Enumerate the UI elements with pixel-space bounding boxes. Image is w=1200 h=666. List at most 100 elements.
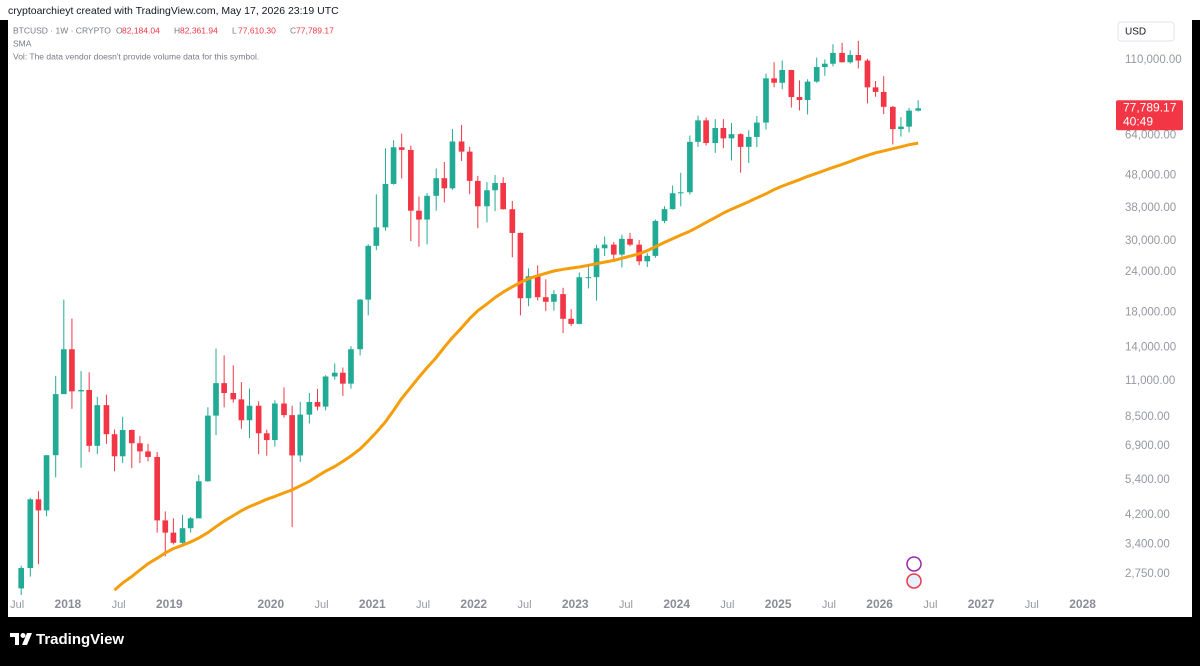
y-tick-label: 6,900.00 [1125, 440, 1170, 452]
candle-body [86, 389, 93, 446]
candle-body [52, 394, 59, 456]
candle-body [246, 405, 253, 421]
candle-body [60, 349, 67, 395]
candle-body [78, 389, 84, 392]
x-tick-label: Jul [416, 599, 430, 611]
candle-body [619, 238, 625, 255]
y-tick-label: 5,400.00 [1125, 474, 1170, 486]
currency-box [1117, 21, 1175, 42]
candle-body [433, 178, 440, 196]
candle-body [754, 122, 760, 137]
candle-body [441, 178, 448, 189]
candle-body [43, 455, 50, 511]
candle-body [737, 134, 744, 147]
y-tick-label: 64,000.00 [1125, 130, 1176, 142]
candle-body [830, 52, 836, 64]
icon [906, 556, 922, 572]
candle-body [187, 518, 194, 529]
y-tick-label: 11,000.00 [1125, 375, 1175, 387]
candle-body [576, 277, 583, 324]
x-tick-label: Jul [315, 599, 329, 611]
candle-body [331, 372, 338, 377]
candle-body [652, 220, 659, 256]
candle-body [398, 147, 405, 150]
y-tick-label: 38,000.00 [1125, 202, 1176, 214]
x-tick-label: 2022 [460, 597, 487, 611]
candle-body [179, 528, 186, 543]
candle-body [195, 481, 202, 519]
x-tick-label: Jul [619, 599, 633, 611]
candle-body [677, 192, 684, 194]
candle-body [221, 383, 227, 394]
candle-body [119, 429, 126, 457]
y-tick-label: 30,000.00 [1125, 235, 1176, 247]
candle-body [788, 69, 795, 98]
y-tick-label: 48,000.00 [1125, 170, 1176, 182]
candle-body [314, 401, 321, 407]
x-tick-label: 2028 [1069, 597, 1096, 611]
candle-body [18, 568, 25, 589]
ohlc-value: 77,789.17 [296, 25, 334, 35]
candle-body [534, 276, 541, 298]
x-tick-label: Jul [1025, 599, 1039, 611]
candle-body [712, 127, 719, 143]
candle-body [145, 451, 151, 457]
candle-body [669, 193, 676, 210]
x-tick-label: Jul [923, 599, 937, 611]
candle-body [466, 151, 473, 181]
candle-body [357, 299, 363, 350]
candle-body [763, 78, 769, 123]
candle-body [111, 434, 118, 457]
candle-body [373, 227, 380, 246]
last-price: 77,789.17 [1123, 100, 1177, 114]
candle-body [500, 183, 507, 210]
candle-body [610, 244, 617, 255]
x-tick-label: 2019 [156, 597, 183, 611]
candle-body [382, 183, 389, 228]
last-price-box [1116, 100, 1183, 131]
candle-body [687, 141, 693, 193]
candle-body [847, 54, 854, 63]
ohlc-key: O [116, 25, 123, 35]
candle-body [238, 399, 245, 421]
candle-body [170, 532, 177, 543]
x-tick-label: Jul [517, 599, 531, 611]
header-text: cryptoarchieyt created with TradingView.… [8, 5, 339, 17]
candle-body [230, 393, 237, 400]
candle-body [492, 183, 498, 191]
candle-body [137, 443, 143, 452]
ohlc-key: C [290, 25, 296, 35]
brand: TradingView [36, 631, 124, 648]
candle-body [560, 294, 566, 319]
brand-logo [10, 633, 32, 645]
y-tick-label: 8,500.00 [1125, 411, 1170, 423]
candle-body [720, 127, 727, 139]
candle-body [348, 349, 354, 384]
candle-body [601, 244, 608, 249]
x-tick-label: 2018 [55, 597, 82, 611]
candle-body [771, 78, 777, 83]
x-tick-label: Jul [720, 599, 734, 611]
candle-body [474, 180, 481, 207]
ohlc-key: H [174, 25, 180, 35]
candle-body [525, 276, 532, 299]
candle-body [289, 415, 295, 456]
candle-body [542, 297, 549, 302]
legend: BTCUSD · 1W · CRYPTO SMA Vol: The data v… [13, 25, 334, 61]
y-tick-label: 14,000.00 [1125, 341, 1176, 353]
event-icons [906, 556, 922, 589]
candle-body [551, 294, 557, 302]
candle-body [390, 147, 397, 184]
indicator: SMA [13, 38, 32, 48]
x-tick-label: Jul [822, 599, 836, 611]
ohlc-value: 82,361.94 [180, 25, 218, 35]
x-tick-label: 2023 [562, 597, 589, 611]
candle-body [128, 429, 135, 444]
candle-body [915, 108, 922, 111]
candle-body [27, 499, 34, 569]
candle-body [205, 415, 211, 482]
candle-body [35, 499, 42, 511]
candle-body [255, 405, 262, 434]
candle-body [585, 277, 592, 279]
